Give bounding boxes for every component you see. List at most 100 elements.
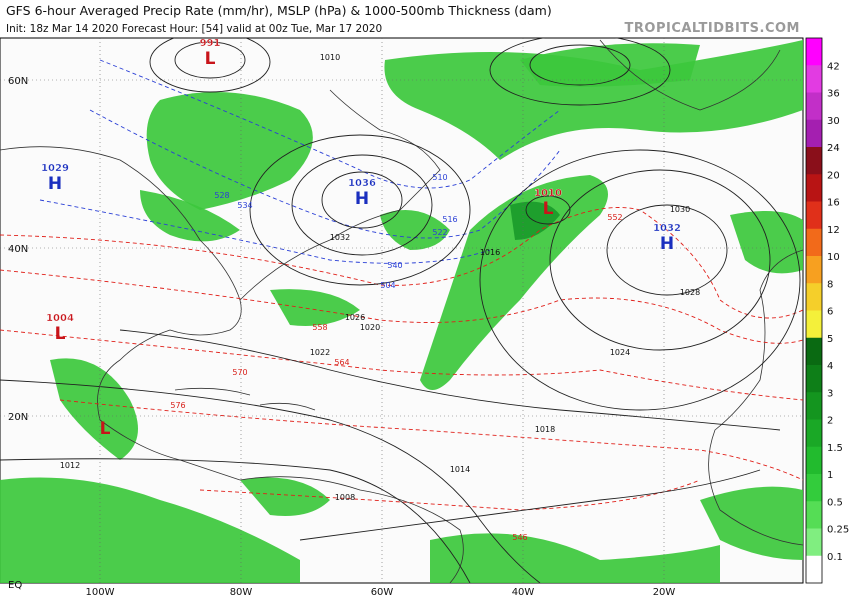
isobars	[0, 38, 801, 583]
colorbar-label: 0.1	[827, 552, 843, 563]
isobar	[606, 204, 728, 296]
isobar	[0, 379, 541, 583]
lon-label: 60W	[371, 587, 394, 598]
colorbar: 42 36 30 24 20 16 12 10 8 6 5 4 3 2 1.5 1 0.5 0.25 0.1	[805, 37, 849, 584]
colorbar-swatch	[806, 555, 822, 584]
isobar	[299, 469, 761, 541]
contour-label: 1024	[610, 348, 630, 357]
precip-area	[430, 533, 720, 583]
colorbar-swatch	[806, 228, 822, 257]
center-letter: H	[660, 234, 674, 254]
isobar	[489, 38, 671, 106]
colorbar-swatch	[806, 474, 822, 502]
colorbar-swatch	[806, 501, 822, 529]
graticule	[0, 38, 803, 583]
colorbar-swatch	[806, 147, 822, 175]
isobar	[174, 41, 246, 79]
colorbar-swatch	[806, 446, 822, 475]
precip-area	[384, 40, 803, 160]
isobar	[321, 171, 403, 229]
precip-area	[50, 358, 138, 460]
isobar	[479, 149, 801, 411]
contour-label: 516	[442, 215, 457, 224]
colorbar-label: 1.5	[827, 443, 843, 454]
colorbar-label: 16	[827, 198, 840, 209]
center-value: 1029	[41, 163, 69, 174]
lon-label: 20W	[653, 587, 676, 598]
coastline	[174, 387, 316, 411]
isobar	[549, 169, 771, 351]
contour-label: 1020	[360, 323, 380, 332]
isobar	[149, 38, 271, 93]
contour-label: 1032	[330, 233, 350, 242]
colorbar-swatch	[806, 419, 822, 448]
contour-label: 1026	[345, 313, 365, 322]
thickness-line	[199, 479, 701, 511]
contour-label: 510	[432, 173, 447, 182]
contour-label: 1014	[450, 465, 470, 474]
thickness-line	[99, 59, 561, 189]
colorbar-label: 5	[827, 334, 833, 345]
isobar	[249, 134, 471, 286]
coastline	[708, 249, 803, 546]
colorbar-swatch	[806, 201, 822, 230]
colorbar-label: 12	[827, 225, 840, 236]
contour-label: 570	[232, 368, 247, 377]
center-letter: L	[55, 324, 66, 344]
colorbar-frame	[805, 37, 823, 584]
lat-label: 20N	[8, 412, 28, 423]
colorbar-label: 24	[827, 143, 840, 154]
colorbar-label: 2	[827, 416, 833, 427]
colorbar-label: 0.25	[827, 525, 849, 536]
colorbar-swatch	[806, 38, 822, 66]
center-letter: H	[355, 189, 369, 209]
colorbar-swatch	[806, 528, 822, 557]
lat-label: 40N	[8, 244, 28, 255]
thickness-line	[39, 199, 491, 264]
precip-area	[420, 175, 608, 390]
thickness-line	[0, 329, 803, 401]
lat-label: 60N	[8, 76, 28, 87]
contour-label: 1030	[670, 205, 690, 214]
colorbar-label: 1	[827, 470, 833, 481]
center-value: 1004	[46, 313, 74, 324]
contour-label: 534	[237, 201, 252, 210]
contour-label: 522	[432, 228, 447, 237]
precip-area	[700, 486, 803, 560]
precip-area	[140, 190, 240, 242]
colorbar-swatch	[806, 256, 822, 284]
contour-label: 558	[312, 323, 327, 332]
contour-label: 528	[214, 191, 229, 200]
isobar	[119, 329, 781, 431]
lat-label: EQ	[8, 580, 22, 591]
subtitle: Init: 18z Mar 14 2020 Forecast Hour: [54…	[6, 23, 382, 35]
contour-label: 576	[170, 401, 185, 410]
site-watermark: TROPICALTIDBITS.COM	[625, 21, 800, 36]
contour-label: 1018	[535, 425, 555, 434]
precipitation	[0, 40, 803, 583]
colorbar-label: 36	[827, 89, 840, 100]
colorbar-swatch	[806, 337, 822, 366]
lon-label: 100W	[86, 587, 115, 598]
precip-area	[0, 477, 300, 583]
coastline	[599, 39, 781, 111]
coastline	[0, 146, 242, 481]
center-value: 991	[200, 38, 221, 49]
contour-label: 1010	[320, 53, 340, 62]
colorbar-label: 4	[827, 361, 833, 372]
center-value: 1032	[653, 223, 681, 234]
center-value: 1036	[348, 178, 376, 189]
thickness-line	[59, 399, 803, 481]
center-letter: H	[48, 174, 62, 194]
contour-label: 552	[607, 213, 622, 222]
precip-area	[270, 289, 360, 326]
center-value: 1010	[534, 188, 562, 199]
colorbar-label: 20	[827, 170, 840, 181]
colorbar-swatch	[806, 392, 822, 420]
contour-label: 1028	[680, 288, 700, 297]
contour-label: 564	[334, 358, 349, 367]
thickness-line	[89, 109, 561, 239]
